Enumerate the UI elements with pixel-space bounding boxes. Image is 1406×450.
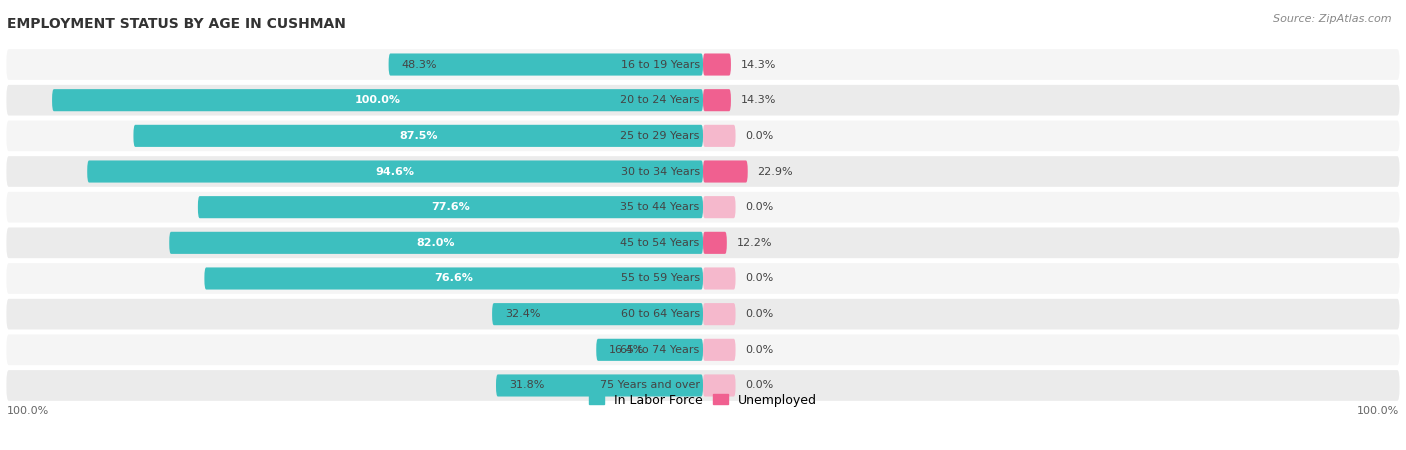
FancyBboxPatch shape <box>703 339 735 361</box>
FancyBboxPatch shape <box>87 161 703 183</box>
Text: 30 to 34 Years: 30 to 34 Years <box>620 166 700 176</box>
FancyBboxPatch shape <box>7 334 1399 365</box>
Text: 0.0%: 0.0% <box>745 345 773 355</box>
Text: 14.3%: 14.3% <box>741 95 776 105</box>
FancyBboxPatch shape <box>703 54 731 76</box>
Text: 25 to 29 Years: 25 to 29 Years <box>620 131 700 141</box>
FancyBboxPatch shape <box>703 374 735 396</box>
Text: Source: ZipAtlas.com: Source: ZipAtlas.com <box>1274 14 1392 23</box>
Text: 60 to 64 Years: 60 to 64 Years <box>620 309 700 319</box>
Text: 76.6%: 76.6% <box>434 274 474 284</box>
Text: EMPLOYMENT STATUS BY AGE IN CUSHMAN: EMPLOYMENT STATUS BY AGE IN CUSHMAN <box>7 17 346 31</box>
FancyBboxPatch shape <box>703 267 735 289</box>
Text: 100.0%: 100.0% <box>7 406 49 416</box>
FancyBboxPatch shape <box>7 49 1399 80</box>
Text: 22.9%: 22.9% <box>758 166 793 176</box>
FancyBboxPatch shape <box>134 125 703 147</box>
Text: 16.4%: 16.4% <box>609 345 644 355</box>
Text: 0.0%: 0.0% <box>745 202 773 212</box>
FancyBboxPatch shape <box>198 196 703 218</box>
FancyBboxPatch shape <box>703 161 748 183</box>
FancyBboxPatch shape <box>7 192 1399 222</box>
Text: 35 to 44 Years: 35 to 44 Years <box>620 202 700 212</box>
FancyBboxPatch shape <box>7 85 1399 116</box>
FancyBboxPatch shape <box>703 89 731 111</box>
Text: 16 to 19 Years: 16 to 19 Years <box>620 59 700 70</box>
Text: 20 to 24 Years: 20 to 24 Years <box>620 95 700 105</box>
Text: 0.0%: 0.0% <box>745 380 773 391</box>
FancyBboxPatch shape <box>7 299 1399 329</box>
FancyBboxPatch shape <box>703 232 727 254</box>
Text: 82.0%: 82.0% <box>416 238 456 248</box>
FancyBboxPatch shape <box>7 370 1399 401</box>
FancyBboxPatch shape <box>169 232 703 254</box>
Text: 0.0%: 0.0% <box>745 131 773 141</box>
Text: 48.3%: 48.3% <box>402 59 437 70</box>
FancyBboxPatch shape <box>703 303 735 325</box>
Legend: In Labor Force, Unemployed: In Labor Force, Unemployed <box>583 388 823 412</box>
FancyBboxPatch shape <box>388 54 703 76</box>
Text: 75 Years and over: 75 Years and over <box>600 380 700 391</box>
Text: 94.6%: 94.6% <box>375 166 415 176</box>
Text: 0.0%: 0.0% <box>745 309 773 319</box>
FancyBboxPatch shape <box>7 228 1399 258</box>
FancyBboxPatch shape <box>7 263 1399 294</box>
Text: 32.4%: 32.4% <box>505 309 541 319</box>
FancyBboxPatch shape <box>7 121 1399 151</box>
Text: 45 to 54 Years: 45 to 54 Years <box>620 238 700 248</box>
FancyBboxPatch shape <box>596 339 703 361</box>
Text: 55 to 59 Years: 55 to 59 Years <box>620 274 700 284</box>
FancyBboxPatch shape <box>492 303 703 325</box>
Text: 100.0%: 100.0% <box>354 95 401 105</box>
FancyBboxPatch shape <box>7 156 1399 187</box>
Text: 12.2%: 12.2% <box>737 238 772 248</box>
Text: 14.3%: 14.3% <box>741 59 776 70</box>
Text: 77.6%: 77.6% <box>432 202 470 212</box>
FancyBboxPatch shape <box>204 267 703 289</box>
FancyBboxPatch shape <box>703 125 735 147</box>
Text: 31.8%: 31.8% <box>509 380 544 391</box>
Text: 0.0%: 0.0% <box>745 274 773 284</box>
FancyBboxPatch shape <box>52 89 703 111</box>
Text: 87.5%: 87.5% <box>399 131 437 141</box>
Text: 65 to 74 Years: 65 to 74 Years <box>620 345 700 355</box>
FancyBboxPatch shape <box>496 374 703 396</box>
FancyBboxPatch shape <box>703 196 735 218</box>
Text: 100.0%: 100.0% <box>1357 406 1399 416</box>
